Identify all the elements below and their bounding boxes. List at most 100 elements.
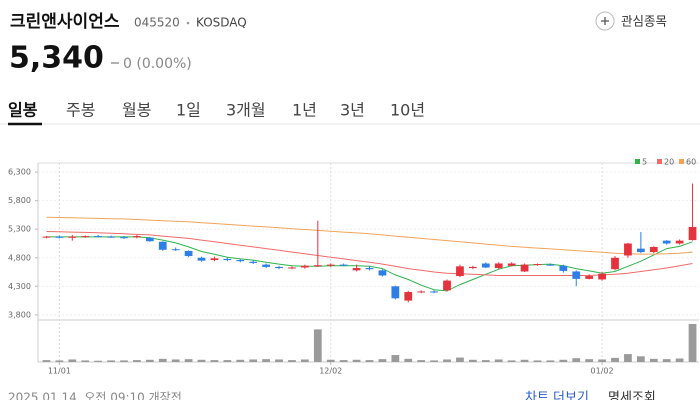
period-tab[interactable]: 1일 — [176, 101, 201, 120]
candle-body — [262, 264, 271, 267]
candle-body — [210, 258, 219, 261]
candle-body — [184, 250, 193, 257]
candle-body — [55, 236, 64, 238]
x-tick-label: 11/01 — [48, 367, 71, 376]
candle-body — [120, 237, 128, 239]
volume-bar — [611, 357, 619, 362]
x-tick-label: 12/02 — [319, 367, 342, 376]
ma-line — [46, 216, 693, 255]
volume-bar — [624, 354, 632, 362]
volume-bar — [223, 360, 232, 362]
volume-bar — [468, 359, 477, 362]
detail-link[interactable]: 명세조회 — [608, 391, 656, 400]
y-tick-label: 5,300 — [8, 225, 31, 234]
candle-body — [494, 263, 503, 269]
candle-body — [288, 267, 296, 269]
volume-bar — [533, 360, 542, 362]
volume-bar — [585, 359, 594, 362]
volume-bar — [494, 359, 503, 362]
candle-body — [326, 264, 335, 266]
volume-bar — [391, 355, 400, 362]
y-tick-label: 6,300 — [8, 168, 31, 177]
candle-body — [391, 286, 400, 299]
volume-bar — [68, 359, 77, 362]
market: KOSDAQ — [196, 16, 247, 30]
legend-label: 20 — [664, 158, 674, 167]
volume-bar — [572, 358, 581, 362]
volume-bar — [301, 359, 309, 362]
volume-bar — [275, 359, 283, 362]
candle-body — [546, 264, 555, 266]
volume-bar — [507, 360, 516, 362]
candle-body — [507, 263, 516, 266]
price-change: 0 (0.00%) — [123, 56, 192, 72]
volume-bar — [378, 359, 387, 362]
volume-bar — [520, 359, 529, 362]
period-tab[interactable]: 주봉 — [66, 101, 95, 120]
period-tab[interactable]: 월봉 — [122, 101, 151, 120]
candle-body — [145, 237, 154, 242]
volume-bar — [158, 358, 167, 362]
volume-bar — [326, 359, 335, 362]
watch-button[interactable]: 관심종목 — [595, 11, 667, 31]
candle-body — [313, 265, 322, 267]
y-tick-label: 4,800 — [8, 253, 31, 262]
volume-bar — [559, 359, 568, 362]
chart-more-link[interactable]: 차트 더보기 — [525, 391, 589, 400]
price: 5,340 — [9, 41, 104, 76]
candle-body — [533, 264, 542, 266]
plus-icon — [601, 17, 609, 25]
legend-label: 5 — [642, 158, 647, 167]
candle-body — [339, 264, 348, 266]
legend-swatch — [635, 159, 640, 164]
candle-body — [158, 241, 167, 250]
volume-bar — [107, 360, 115, 362]
timestamp: 2025.01.14. 오전 09:10 개장전 — [8, 391, 182, 400]
period-tab[interactable]: 1년 — [292, 101, 317, 120]
candle-body — [275, 266, 283, 269]
period-tab[interactable]: 3개월 — [226, 101, 266, 120]
candle-body — [223, 258, 232, 261]
ma-line — [46, 231, 693, 276]
period-tab[interactable]: 10년 — [390, 101, 425, 120]
volume-bar — [120, 360, 128, 362]
x-tick-label: 01/02 — [591, 367, 614, 376]
candle-body — [520, 264, 529, 272]
candle-body — [611, 257, 619, 270]
volume-bar — [598, 359, 606, 362]
volume-bar — [456, 357, 464, 362]
candle-body — [481, 263, 490, 268]
watch-icon — [595, 11, 615, 31]
volume-bar — [688, 324, 697, 362]
period-tab[interactable]: 3년 — [340, 101, 365, 120]
stock-name: 크린앤사이언스 — [10, 12, 120, 32]
volume-bar — [42, 360, 51, 362]
candle-body — [107, 236, 115, 238]
candle-body — [378, 270, 387, 276]
volume-bar — [81, 360, 90, 362]
candle-body — [133, 236, 141, 238]
candle-body — [249, 261, 258, 263]
volume-bar — [443, 359, 451, 362]
legend-label: 60 — [686, 158, 696, 167]
volume-bar — [197, 359, 206, 362]
candle-body — [171, 249, 180, 251]
volume-bar — [546, 360, 555, 362]
period-tab[interactable]: 일봉 — [8, 101, 38, 120]
volume-bar — [649, 358, 658, 362]
legend-swatch — [679, 159, 684, 164]
candle-body — [197, 257, 206, 261]
volume-bar — [133, 360, 141, 362]
volume-bar — [417, 360, 426, 362]
candle-body — [559, 265, 568, 271]
watch-label[interactable]: 관심종목 — [621, 14, 667, 29]
volume-bar — [481, 360, 490, 362]
period-tabs: 일봉 주봉 월봉 1일 3개월 1년 3년 10년 — [8, 101, 425, 120]
volume-bar — [430, 360, 438, 362]
candle-body — [68, 236, 77, 238]
volume-bar — [636, 356, 645, 362]
volume-bar — [313, 329, 322, 362]
volume-bar — [55, 360, 64, 362]
